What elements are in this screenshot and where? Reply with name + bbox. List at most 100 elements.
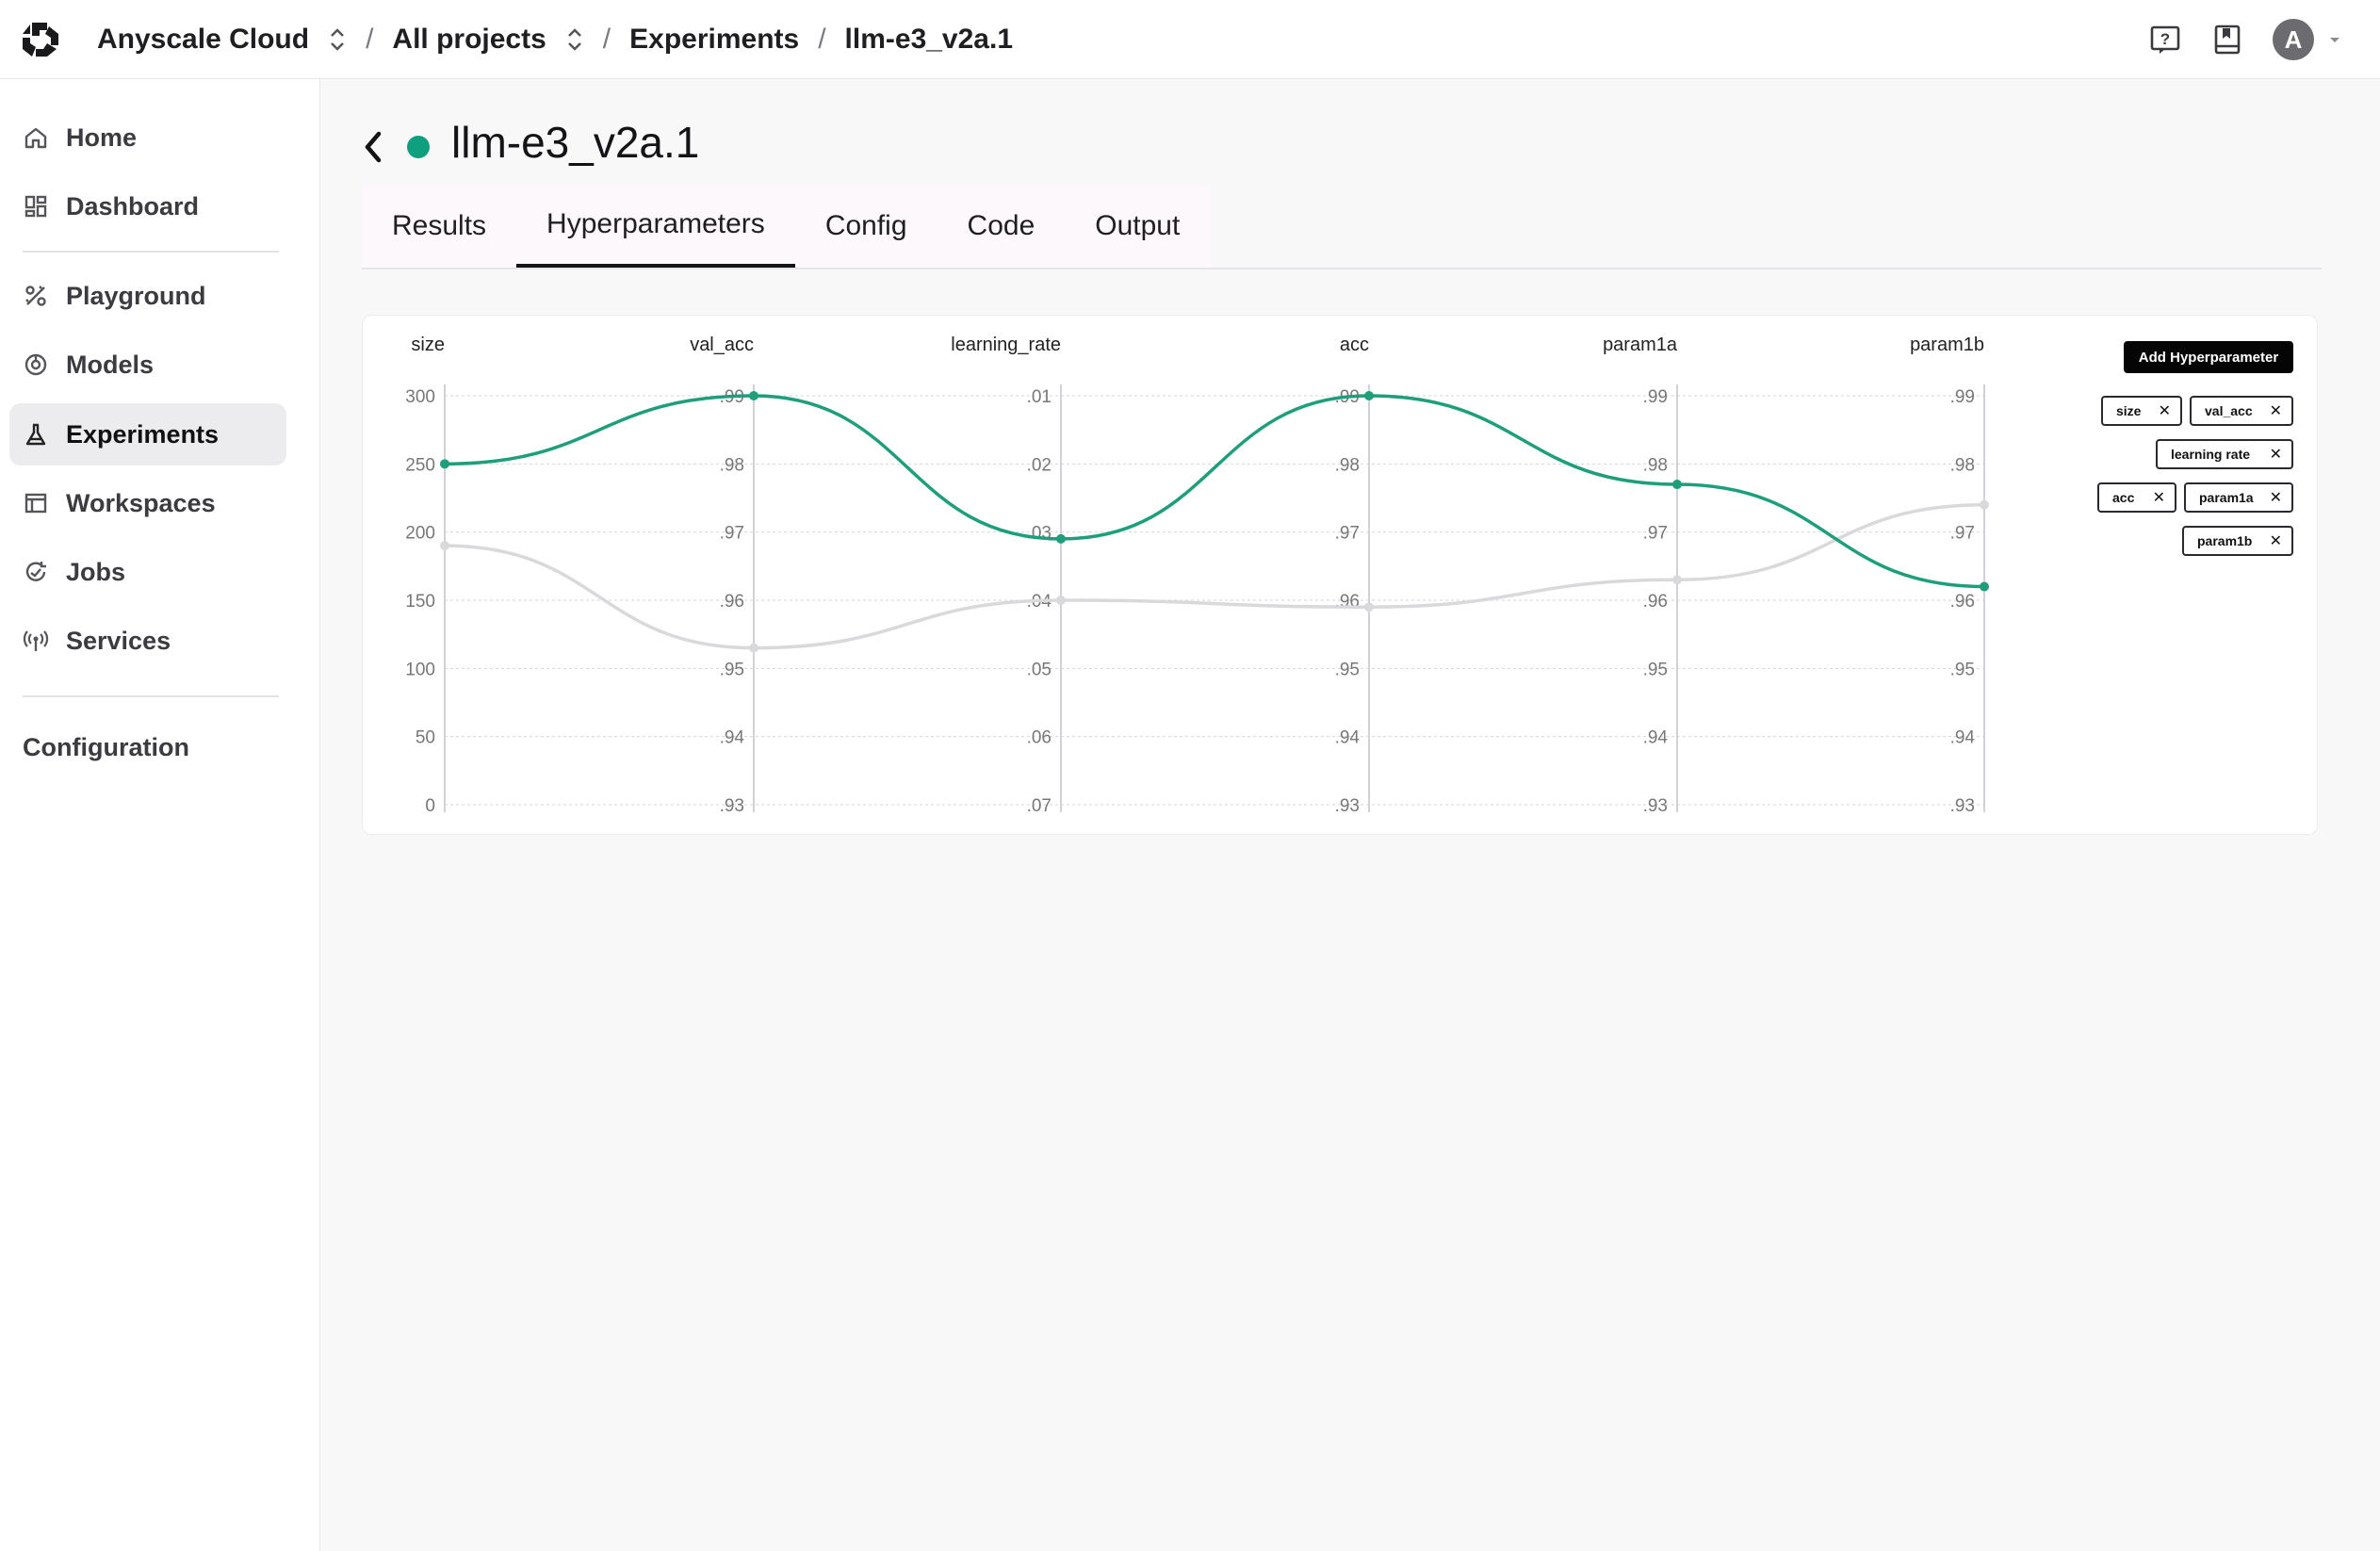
sidebar-item-home[interactable]: Home [9,106,286,169]
axis-title: param1b [1910,335,1984,355]
sidebar-item-label: Playground [66,281,206,310]
chevron-down-icon[interactable] [2327,34,2342,45]
close-icon[interactable]: ✕ [2269,490,2282,506]
playground-icon [25,286,46,306]
tick-label: .03 [1027,524,1051,544]
chip-size[interactable]: size ✕ [2101,396,2182,426]
axis-title: param1a [1603,335,1678,355]
tick-label: .95 [1335,660,1360,679]
data-point[interactable] [1672,575,1682,585]
data-point[interactable] [1056,596,1066,605]
tick-label: .07 [1027,796,1051,816]
sidebar-item-configuration[interactable]: Configuration [23,733,189,761]
series-line[interactable] [444,502,1985,650]
top-bar: Anyscale Cloud / All projects / Experime… [0,0,2380,79]
data-point[interactable] [1364,602,1374,612]
tick-label: .93 [1335,796,1360,816]
axis-title: learning_rate [951,335,1061,355]
sidebar-item-jobs[interactable]: Jobs [9,541,286,603]
tab-config[interactable]: Config [824,210,907,241]
data-point[interactable] [1980,499,1989,510]
data-point[interactable] [749,391,758,400]
breadcrumb-project[interactable]: All projects [392,24,583,56]
axis-title: val_acc [690,335,754,355]
tick-label: .99 [1950,387,1975,407]
axis-title: acc [1340,335,1369,355]
anyscale-logo-icon[interactable] [19,17,64,62]
home-icon [24,127,47,149]
tab-output[interactable]: Output [1095,210,1181,241]
sidebar-item-dashboard[interactable]: Dashboard [9,175,286,237]
chip-label: acc [2112,490,2135,505]
data-point[interactable] [749,643,758,653]
tick-label: .93 [1950,796,1975,816]
breadcrumb: Anyscale Cloud / All projects / Experime… [97,0,1013,79]
tick-label: .05 [1027,660,1051,679]
tick-label: .06 [1027,728,1051,748]
sidebar-item-label: Workspaces [66,488,216,517]
sidebar-divider [23,251,279,253]
chip-label: learning rate [2171,447,2251,462]
sidebar-item-label: Models [66,350,155,379]
sidebar-item-services[interactable]: Services [9,610,286,672]
jobs-icon [25,562,46,581]
tick-label: 150 [405,592,435,612]
close-icon[interactable]: ✕ [2269,447,2282,463]
breadcrumb-org[interactable]: Anyscale Cloud [97,24,347,56]
tick-label: 50 [416,728,435,748]
org-name: Anyscale Cloud [97,24,310,55]
tick-label: 300 [405,387,435,407]
close-icon[interactable]: ✕ [2269,533,2282,549]
chip-learning-rate[interactable]: learning rate ✕ [2156,439,2293,469]
workspace-icon [24,493,47,514]
tick-label: .95 [1950,660,1975,679]
series-line[interactable] [444,394,1985,589]
tick-label: .95 [720,660,744,679]
tab-code[interactable]: Code [967,210,1035,241]
chip-param1a[interactable]: param1a ✕ [2184,482,2293,513]
help-icon[interactable]: ? [2148,23,2182,57]
data-point[interactable] [1672,480,1682,490]
close-icon[interactable]: ✕ [2158,403,2171,419]
sidebar-item-playground[interactable]: Playground [9,265,286,327]
data-point[interactable] [440,541,449,551]
chip-label: param1a [2199,490,2254,505]
docs-icon[interactable] [2210,23,2244,57]
sidebar-item-models[interactable]: Models [9,334,286,396]
flask-icon [25,423,46,446]
tick-label: .93 [1643,796,1668,816]
sidebar-item-label: Experiments [66,419,220,449]
sidebar-item-workspaces[interactable]: Workspaces [9,472,286,534]
tick-label: .97 [1335,524,1360,544]
chip-acc[interactable]: acc ✕ [2097,482,2176,513]
tick-label: .98 [1950,455,1975,475]
data-point[interactable] [440,459,449,469]
tab-hyperparameters[interactable]: Hyperparameters [516,185,795,268]
chip-label: size [2116,403,2142,418]
breadcrumb-section[interactable]: Experiments [629,24,800,55]
sidebar-item-label: Home [66,122,138,152]
data-point[interactable] [1056,533,1066,544]
close-icon[interactable]: ✕ [2269,403,2282,419]
breadcrumb-separator: / [366,24,374,55]
data-point[interactable] [1980,581,1989,592]
parallel-coordinates-chart: size 300 250 200 150 100 50 0 val_acc .99 .98 .97 .9… [405,335,1989,816]
tick-label: .94 [1950,728,1976,748]
tick-label: 100 [405,660,435,679]
tab-bar: Results Hyperparameters Config Code Outp… [362,185,1211,268]
chip-param1b[interactable]: param1b ✕ [2182,526,2293,556]
tab-results[interactable]: Results [392,210,487,241]
data-point[interactable] [1364,391,1374,400]
add-hyperparameter-button[interactable]: Add Hyperparameter [2124,341,2293,373]
sidebar-item-experiments[interactable]: Experiments [9,403,286,465]
tick-label: .97 [1643,524,1668,544]
back-arrow-icon[interactable] [358,128,388,166]
axis-title: size [411,335,445,355]
chip-val-acc[interactable]: val_acc ✕ [2190,396,2293,426]
close-icon[interactable]: ✕ [2152,490,2165,506]
avatar[interactable]: A [2273,19,2314,60]
top-actions: ? A [2148,0,2380,79]
updown-chevron-icon [567,28,581,51]
chip-label: val_acc [2205,403,2253,418]
tick-label: .94 [1335,728,1361,748]
